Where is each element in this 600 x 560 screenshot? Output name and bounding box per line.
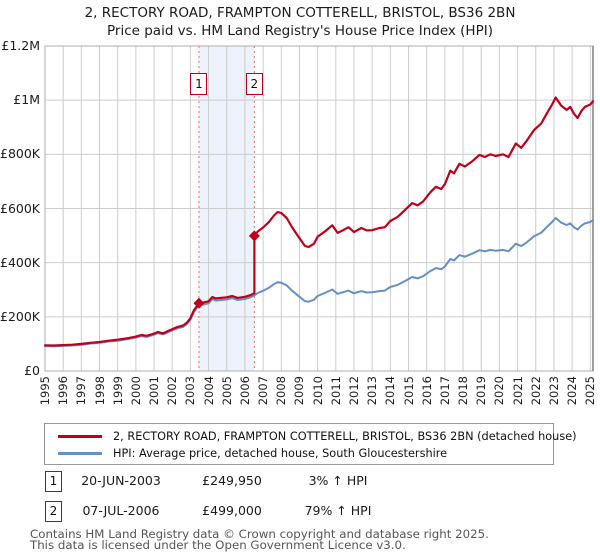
licence-text: This data is licensed under the Open Gov… <box>30 538 406 552</box>
x-axis-tick-label: 2007 <box>256 376 271 406</box>
x-axis-tick-label: 1999 <box>110 376 125 406</box>
x-axis-tick-label: 2019 <box>474 376 489 406</box>
hpi-line-swatch <box>58 452 102 455</box>
sale-hpi-delta: 3% ↑ HPI <box>308 473 368 488</box>
x-axis-tick-label: 2011 <box>328 376 343 406</box>
y-axis-tick-label: £400K <box>0 254 41 270</box>
x-axis-tick-label: 2023 <box>546 376 561 406</box>
x-axis-tick-label: 2022 <box>528 376 543 406</box>
legend-item-hpi: HPI: Average price, detached house, Sout… <box>45 446 553 462</box>
x-axis-tick-label: 2017 <box>437 376 452 406</box>
sale-date: 20-JUN-2003 <box>81 473 161 488</box>
x-axis-tick-label: 2021 <box>510 376 525 406</box>
legend-label-property: 2, RECTORY ROAD, FRAMPTON COTTERELL, BRI… <box>113 430 577 443</box>
x-axis-tick-label: 2006 <box>237 376 252 406</box>
x-axis-tick-label: 2008 <box>274 376 289 406</box>
x-axis-tick-label: 2015 <box>401 376 416 406</box>
x-axis-tick-label: 1998 <box>92 376 107 406</box>
sale-annotation-row-2: 2 07-JUL-2006 £499,000 79% ↑ HPI <box>0 501 600 522</box>
x-axis-tick-label: 2009 <box>292 376 307 406</box>
x-axis-tick-label: 2010 <box>310 376 325 406</box>
x-axis-tick-label: 2003 <box>183 376 198 406</box>
x-axis-tick-label: 2000 <box>128 376 143 406</box>
x-axis-tick-label: 2001 <box>147 376 162 406</box>
series-line <box>44 217 594 348</box>
sale-marker-flag-2: 2 <box>245 73 263 95</box>
legend-item-property: 2, RECTORY ROAD, FRAMPTON COTTERELL, BRI… <box>45 429 577 445</box>
y-axis-tick-label: £1.2M <box>1 38 40 53</box>
sale-price: £249,950 <box>202 473 262 488</box>
y-axis-tick-label: £600K <box>0 200 41 216</box>
x-axis-tick-label: 2005 <box>219 376 234 406</box>
x-axis-tick-label: 2020 <box>492 376 507 406</box>
sale-number-badge: 2 <box>45 501 62 522</box>
y-axis-tick-label: £800K <box>0 146 41 162</box>
legend-label-hpi: HPI: Average price, detached house, Sout… <box>113 447 448 460</box>
sale-marker-flag-1: 1 <box>190 73 208 95</box>
x-axis-tick-label: 2018 <box>456 376 471 406</box>
x-axis-tick-label: 2012 <box>346 376 361 406</box>
sale-hpi-delta: 79% ↑ HPI <box>304 503 372 518</box>
x-axis-tick-label: 2013 <box>365 376 380 406</box>
page-subtitle: Price paid vs. HM Land Registry's House … <box>107 23 493 39</box>
sale-annotation-row-1: 1 20-JUN-2003 £249,950 3% ↑ HPI <box>0 471 600 492</box>
sale-number-badge: 1 <box>45 471 62 492</box>
x-axis-tick-label: 2004 <box>201 376 216 406</box>
sale-point-marker <box>248 230 260 242</box>
legend: 2, RECTORY ROAD, FRAMPTON COTTERELL, BRI… <box>44 423 577 465</box>
property-line-swatch <box>58 435 102 438</box>
sale-price: £499,000 <box>202 503 262 518</box>
x-axis-tick-label: 2025 <box>583 376 598 406</box>
copyright-text: Contains HM Land Registry data © Crown c… <box>30 527 489 541</box>
page-title: 2, RECTORY ROAD, FRAMPTON COTTERELL, BRI… <box>84 5 516 21</box>
x-axis-tick-label: 1996 <box>56 376 71 406</box>
price-history-chart <box>43 45 595 372</box>
x-axis-tick-label: 2002 <box>165 376 180 406</box>
sale-point-marker <box>193 297 205 309</box>
y-axis-tick-label: £1M <box>13 92 40 108</box>
y-axis-tick-label: £200K <box>0 308 41 324</box>
x-axis-tick-label: 2014 <box>383 376 398 406</box>
x-axis-tick-label: 1995 <box>38 376 52 406</box>
x-axis-tick-label: 1997 <box>74 376 89 406</box>
y-axis-tick-label: £0 <box>24 363 40 378</box>
x-axis-tick-label: 2024 <box>565 376 580 406</box>
series-line <box>43 96 595 347</box>
x-axis-tick-label: 2016 <box>419 376 434 406</box>
sale-date: 07-JUL-2006 <box>82 503 160 518</box>
